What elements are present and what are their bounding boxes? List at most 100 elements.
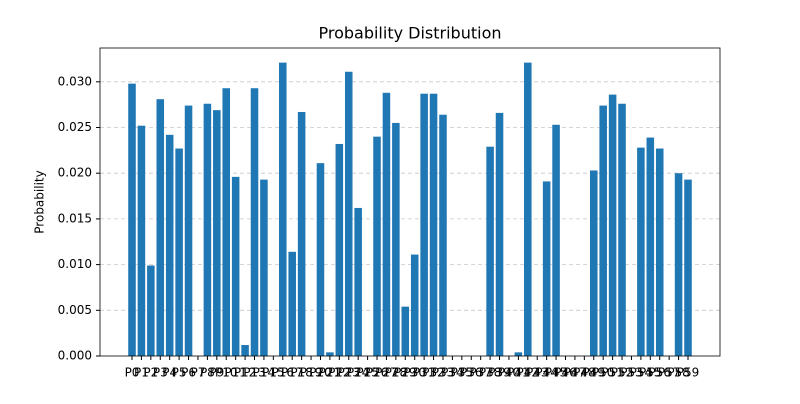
x-tick-label: P47	[564, 366, 587, 380]
y-tick-label: 0.000	[58, 349, 92, 363]
bar	[599, 105, 607, 356]
x-tick-label: P15	[262, 366, 285, 380]
bar	[156, 99, 165, 357]
x-tick-label: P21	[319, 366, 342, 380]
y-axis-label: Probability	[33, 170, 47, 233]
x-tick-label: P39	[488, 366, 511, 380]
bar	[542, 181, 551, 356]
x-tick-label: P29	[394, 366, 417, 380]
x-tick-label: P9	[209, 366, 224, 380]
bar	[279, 62, 287, 357]
x-tick-label: P1	[134, 366, 149, 380]
x-tick-label: P31	[413, 366, 436, 380]
x-tick-label: P45	[545, 366, 568, 380]
x-tick-label: P26	[366, 366, 389, 380]
x-tick-label: P42	[517, 366, 540, 380]
x-tick-label: P33	[432, 366, 455, 380]
bar	[552, 124, 560, 356]
x-tick-label: P3	[153, 366, 168, 380]
y-tick-label: 0.025	[58, 120, 92, 134]
plot-frame	[99, 47, 721, 357]
y-tick-label: 0.030	[58, 74, 92, 88]
x-tick-label: P8	[200, 366, 215, 380]
x-tick-label: P28	[385, 366, 408, 380]
bar	[250, 88, 259, 356]
x-tick-label: P46	[554, 366, 577, 380]
x-tick-label: P14	[253, 366, 276, 380]
x-tick-label: P23	[337, 366, 360, 380]
x-tick-label: P17	[281, 366, 304, 380]
x-tick-label: P43	[526, 366, 549, 380]
bar	[637, 147, 645, 356]
x-tick-label: P2	[143, 366, 158, 380]
bar	[147, 265, 155, 356]
bar	[655, 148, 664, 356]
x-tick-label: P51	[601, 366, 624, 380]
bar	[392, 122, 400, 356]
x-tick-label: P32	[422, 366, 445, 380]
bar	[316, 163, 325, 356]
x-tick-label: P52	[611, 366, 634, 380]
x-tick-label: P16	[272, 366, 295, 380]
x-tick-label: P36	[460, 366, 483, 380]
bar	[684, 179, 692, 356]
bar	[439, 114, 447, 356]
bar	[382, 92, 391, 356]
x-tick-label: P41	[507, 366, 530, 380]
bar	[222, 88, 231, 356]
bar	[203, 103, 212, 357]
x-tick-label: P18	[290, 366, 313, 380]
bar	[213, 110, 221, 356]
x-tick-label: P56	[648, 366, 671, 380]
bar	[335, 143, 344, 356]
x-tick-label: P57	[658, 366, 681, 380]
x-tick-label: P30	[403, 366, 426, 380]
y-tick-label: 0.015	[58, 211, 92, 225]
x-tick-label: P0	[125, 366, 140, 380]
x-tick-label: P54	[630, 366, 653, 380]
x-tick-label: P4	[162, 366, 177, 380]
bar	[524, 62, 532, 357]
bar	[137, 125, 146, 357]
x-tick-label: P38	[479, 366, 502, 380]
bar	[429, 93, 438, 356]
x-tick-label: P11	[224, 366, 247, 380]
x-tick-label: P12	[234, 366, 257, 380]
bar	[410, 254, 419, 356]
x-tick-label: P6	[181, 366, 196, 380]
x-tick-label: P48	[573, 366, 596, 380]
bar	[128, 83, 136, 356]
x-tick-label: P58	[667, 366, 690, 380]
bar	[326, 352, 334, 356]
x-tick-label: P22	[328, 366, 351, 380]
x-tick-label: P13	[243, 366, 266, 380]
x-tick-label: P37	[469, 366, 492, 380]
bar	[618, 103, 626, 357]
x-tick-label: P27	[375, 366, 398, 380]
bar	[165, 134, 174, 356]
y-tick-label: 0.010	[58, 257, 92, 271]
x-tick-label: P34	[441, 366, 464, 380]
x-tick-label: P10	[215, 366, 238, 380]
x-tick-label: P5	[172, 366, 187, 380]
bar	[288, 251, 296, 356]
x-tick-label: P7	[191, 366, 206, 380]
bar	[184, 105, 193, 356]
x-tick-label: P50	[592, 366, 615, 380]
bar	[231, 176, 240, 356]
bar	[674, 173, 683, 356]
y-tick-label: 0.020	[58, 166, 92, 180]
y-tick-label: 0.005	[58, 303, 92, 317]
bar	[495, 112, 504, 357]
x-tick-label: P53	[620, 366, 643, 380]
x-tick-label: P55	[639, 366, 662, 380]
x-tick-label: P49	[583, 366, 606, 380]
bar	[354, 207, 362, 356]
x-tick-label: P19	[300, 366, 323, 380]
bar	[608, 94, 617, 357]
bar	[241, 345, 249, 356]
bar	[420, 93, 428, 356]
x-tick-label: P44	[535, 366, 558, 380]
bar	[646, 137, 655, 356]
x-tick-label: P40	[498, 366, 521, 380]
